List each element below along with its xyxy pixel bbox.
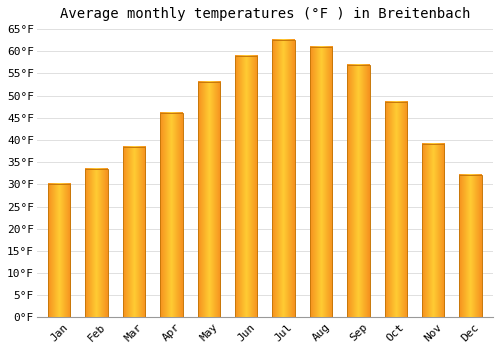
Bar bbox=[235, 56, 258, 317]
Title: Average monthly temperatures (°F ) in Breitenbach: Average monthly temperatures (°F ) in Br… bbox=[60, 7, 470, 21]
Bar bbox=[272, 40, 295, 317]
Bar bbox=[422, 145, 444, 317]
Bar bbox=[160, 113, 182, 317]
Bar bbox=[384, 102, 407, 317]
Bar bbox=[123, 147, 145, 317]
Bar bbox=[460, 175, 482, 317]
Bar bbox=[86, 169, 108, 317]
Bar bbox=[48, 184, 70, 317]
Bar bbox=[310, 47, 332, 317]
Bar bbox=[198, 82, 220, 317]
Bar bbox=[347, 64, 370, 317]
